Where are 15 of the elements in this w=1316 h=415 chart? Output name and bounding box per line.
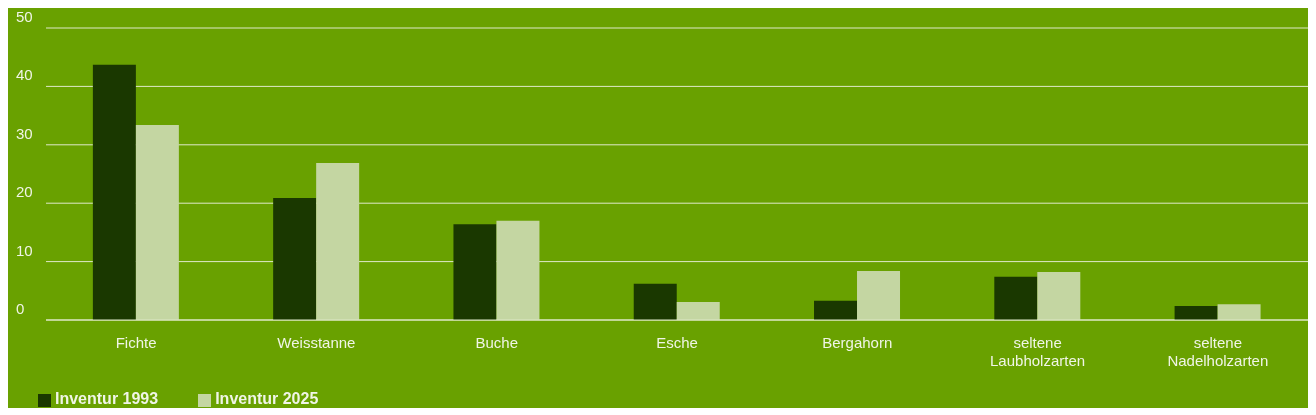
x-tick-label: seltene Nadelholzarten: [1167, 334, 1269, 369]
legend-label: Inventur 2025: [215, 390, 319, 407]
y-tick-label: 0: [16, 300, 25, 317]
x-tick-label: Bergahorn: [822, 334, 893, 351]
x-tick-label: Weisstanne: [277, 334, 356, 351]
x-tick-label: Fichte: [115, 334, 157, 351]
legend-label: Inventur 1993: [55, 390, 159, 407]
x-tick-label: Esche: [656, 334, 698, 351]
y-tick-label: 20: [16, 183, 33, 201]
y-tick-label: 10: [16, 241, 33, 259]
x-tick-label: seltene Laubholzarten: [990, 334, 1086, 369]
y-tick-label: 30: [16, 124, 33, 142]
y-tick-label: 50: [16, 8, 33, 25]
x-tick-label: Buche: [475, 334, 518, 351]
y-tick-label: 40: [16, 66, 33, 84]
